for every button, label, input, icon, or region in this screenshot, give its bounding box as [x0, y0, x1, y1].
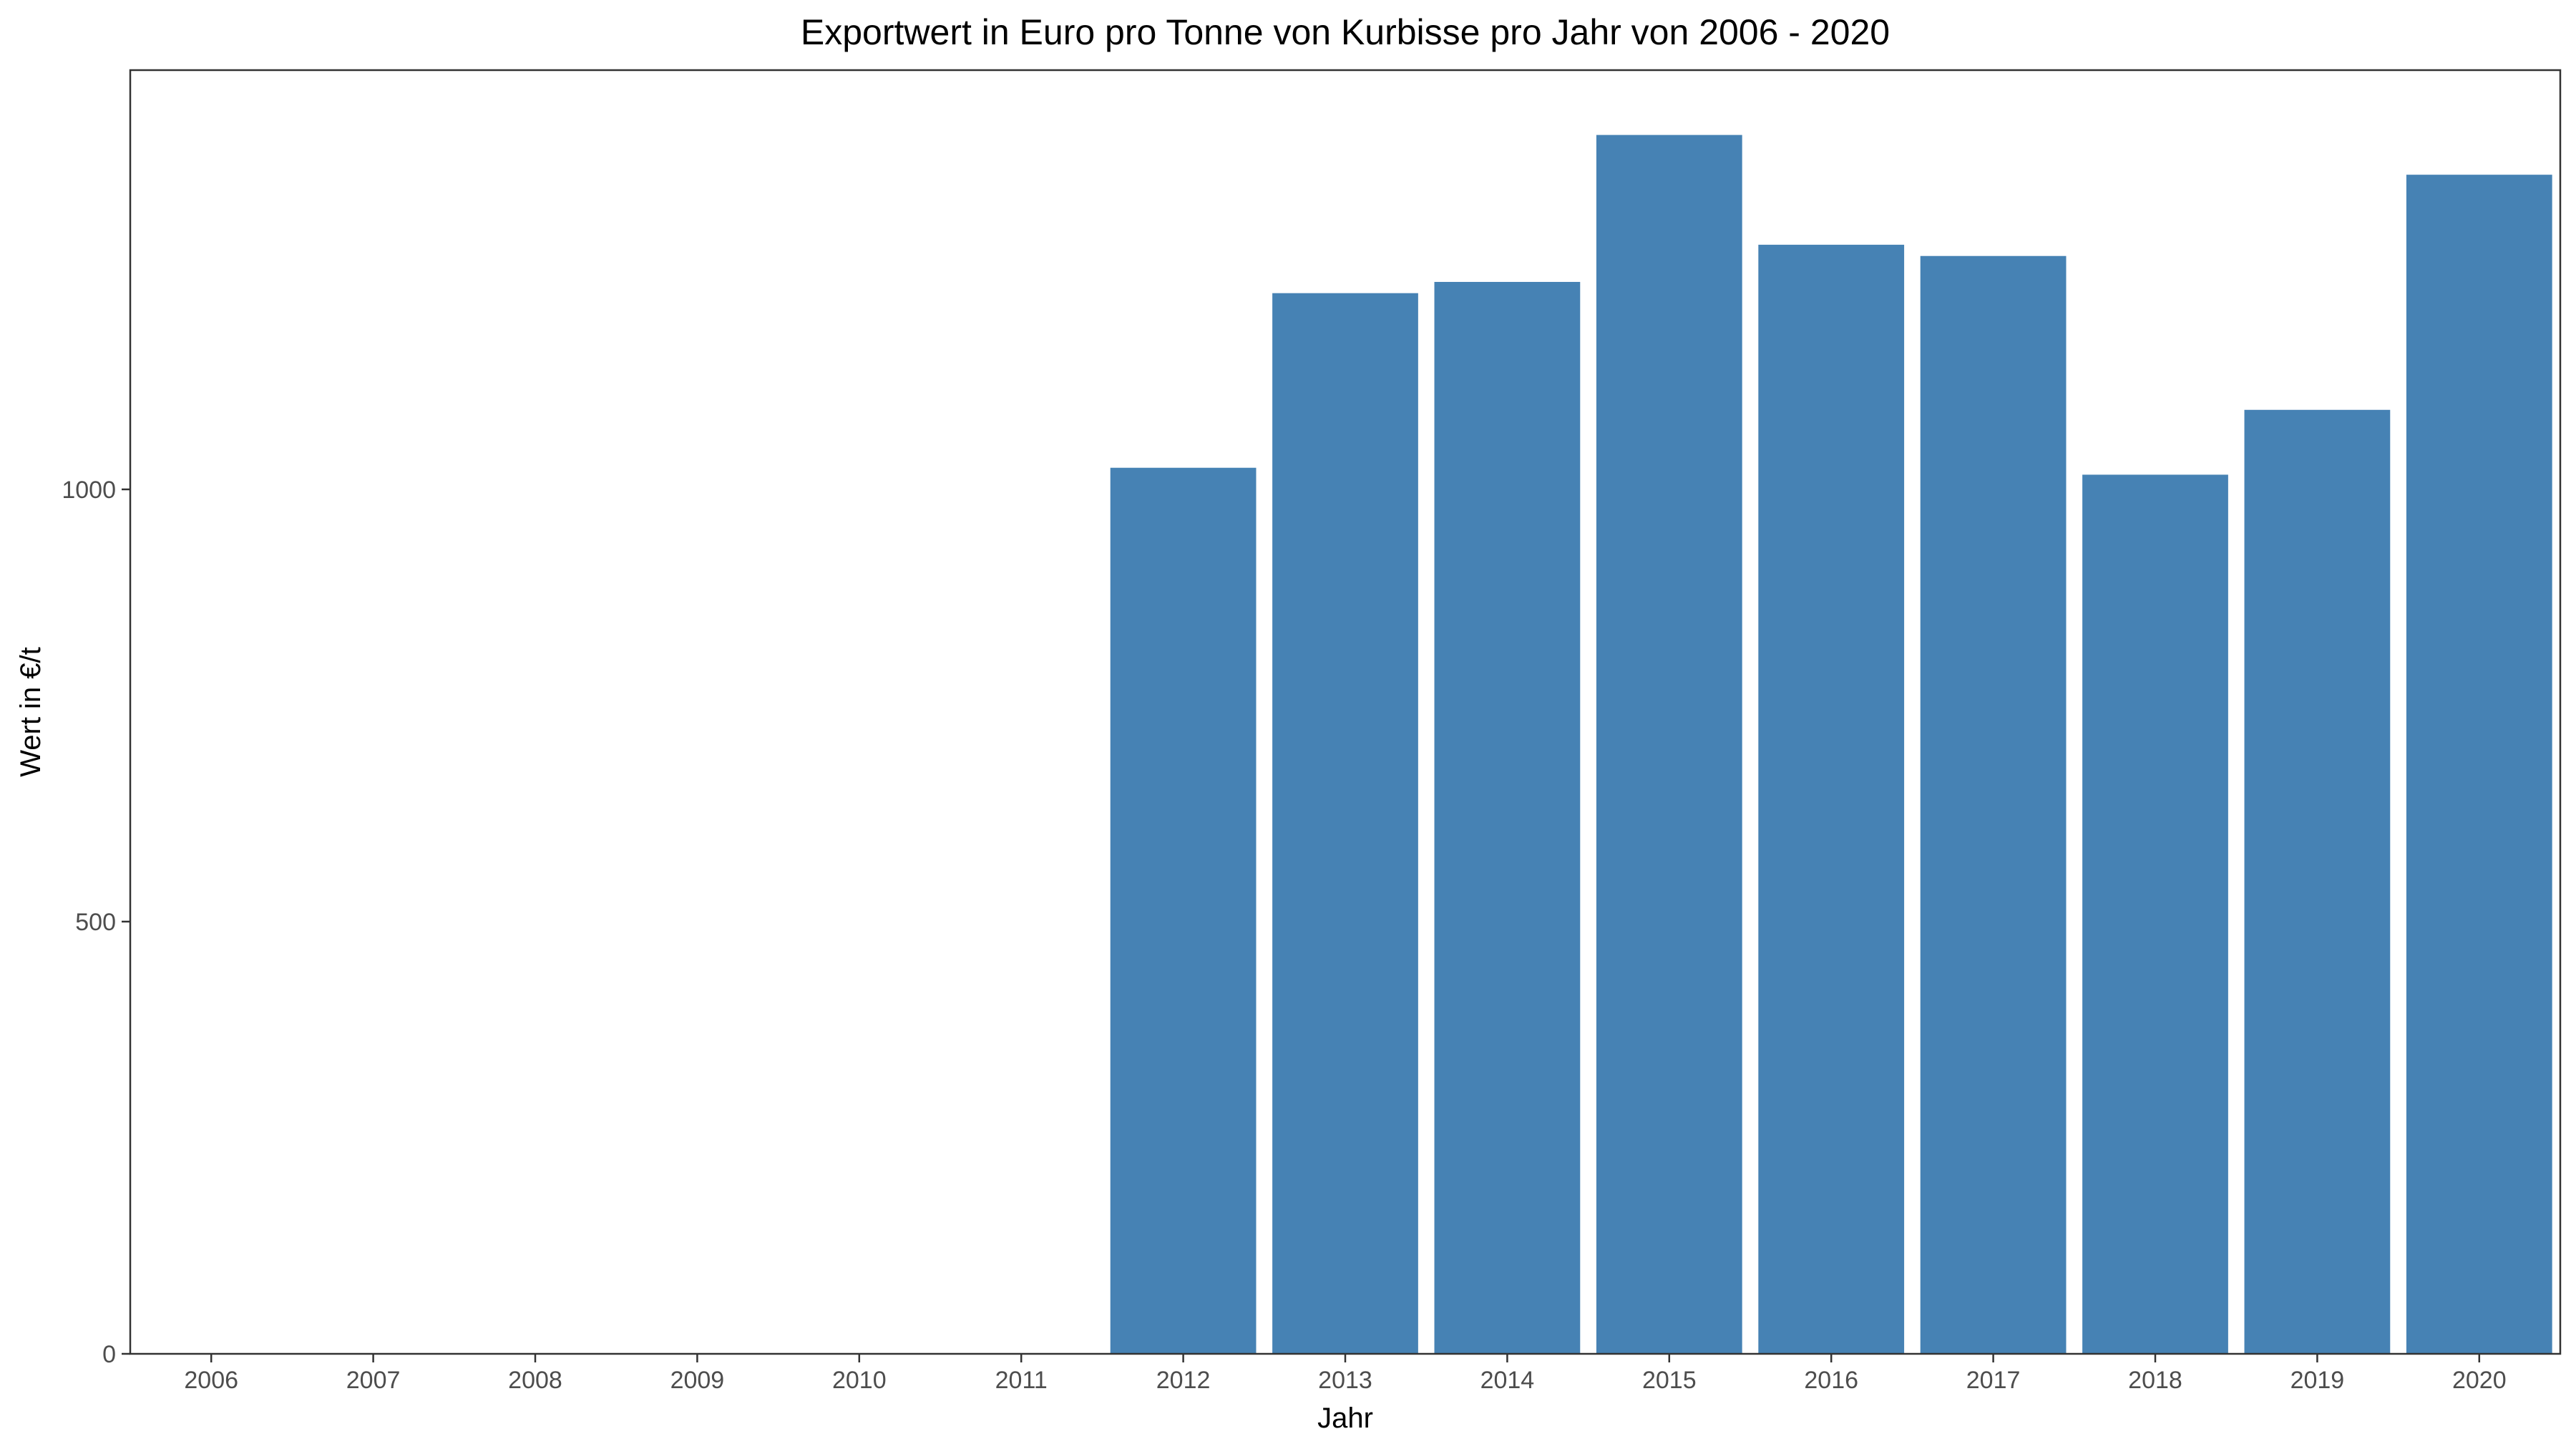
x-tick-label: 2011 — [995, 1367, 1048, 1394]
x-tick-label: 2013 — [1318, 1367, 1372, 1394]
y-tick-label: 500 — [75, 909, 116, 936]
bar-2020 — [2406, 175, 2552, 1355]
y-axis-title: Wert in €/t — [15, 647, 47, 777]
x-axis: 2006 2007 2008 2009 2010 2011 2012 2013 2014 2015… — [184, 1354, 2507, 1394]
y-tick-label: 0 — [102, 1341, 116, 1368]
bars-group — [1110, 135, 2552, 1355]
bar-2012 — [1110, 467, 1257, 1354]
x-tick-label: 2015 — [1642, 1367, 1697, 1394]
x-tick-label: 2010 — [832, 1367, 887, 1394]
x-axis-title: Jahr — [1317, 1402, 1373, 1434]
x-tick-label: 2020 — [2452, 1367, 2507, 1394]
x-tick-label: 2012 — [1156, 1367, 1211, 1394]
x-tick-label: 2017 — [1966, 1367, 2021, 1394]
chart-title: Exportwert in Euro pro Tonne von Kurbiss… — [801, 12, 1890, 52]
bar-2017 — [1920, 255, 2067, 1355]
y-axis: 0 500 1000 — [62, 477, 130, 1368]
x-tick-label: 2019 — [2290, 1367, 2345, 1394]
bar-2019 — [2244, 409, 2391, 1354]
x-tick-label: 2018 — [2128, 1367, 2182, 1394]
bar-2018 — [2082, 474, 2228, 1354]
x-tick-label: 2006 — [184, 1367, 238, 1394]
x-tick-label: 2007 — [346, 1367, 401, 1394]
x-tick-label: 2009 — [670, 1367, 725, 1394]
bar-2013 — [1272, 293, 1418, 1355]
bar-2015 — [1596, 135, 1742, 1354]
x-tick-label: 2016 — [1804, 1367, 1858, 1394]
x-tick-label: 2008 — [508, 1367, 562, 1394]
bar-2014 — [1434, 281, 1581, 1355]
bar-2016 — [1758, 245, 1905, 1354]
x-tick-label: 2014 — [1480, 1367, 1535, 1394]
y-tick-label: 1000 — [62, 477, 116, 504]
